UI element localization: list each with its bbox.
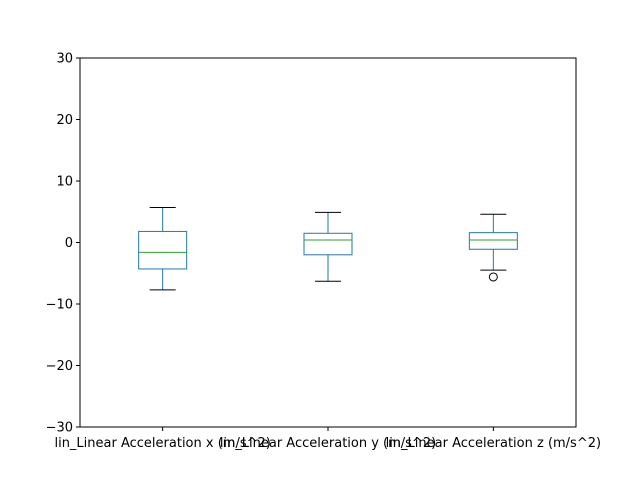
y-tick-label: 0 [65,236,73,251]
y-tick-label: −20 [46,359,73,374]
y-tick-label: 20 [56,113,73,128]
plot-marks [138,206,518,291]
x-tick-label: lin_Linear Acceleration x (m/s^2) [54,436,270,451]
y-tick-label: −10 [46,298,73,313]
y-axis: −30 −20 −10 0 10 20 30 [46,52,80,436]
x-tick-label: lin_Linear Acceleration z (m/s^2) [386,436,602,451]
x-tick-label: lin_Linear Acceleration y (m/s^2) [220,436,436,451]
x-axis: lin_Linear Acceleration x (m/s^2)lin_Lin… [54,427,601,451]
box-iqr [138,230,188,270]
box-iqr [468,232,518,250]
axes-frame [79,57,577,428]
box-iqr [303,232,353,256]
y-tick-label: −30 [46,421,73,436]
y-tick-label: 30 [56,52,73,67]
outlier-point [488,272,498,282]
y-tick-label: 10 [56,175,73,190]
